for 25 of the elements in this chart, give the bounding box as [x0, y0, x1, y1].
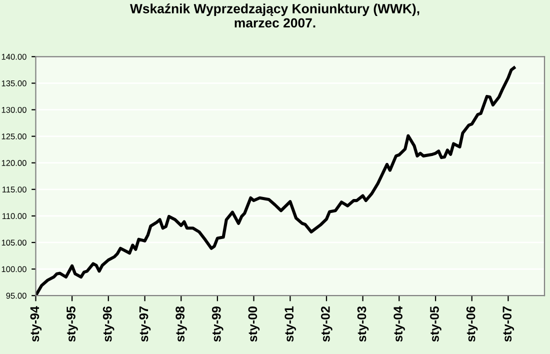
- y-tick-label: 110.00: [2, 213, 26, 220]
- y-tick-label: 125.00: [2, 133, 26, 140]
- x-tick-label: sty-98: [176, 306, 187, 342]
- x-tick-label: sty-99: [212, 306, 224, 342]
- x-tick-label: sty-94: [30, 306, 42, 342]
- x-tick-label: sty-00: [248, 306, 260, 342]
- x-tick-label: sty-02: [320, 306, 332, 342]
- x-tick-label: sty-01: [284, 306, 296, 342]
- x-tick-label: sty-05: [430, 306, 442, 342]
- x-tick-label: sty-07: [502, 306, 514, 342]
- y-tick-label: 120.00: [2, 160, 26, 166]
- y-tick-label: 105.00: [2, 240, 26, 246]
- y-tick-label: 95.00: [6, 292, 26, 299]
- chart-title: Wskaźnik Wyprzedzający Koniunktury (WWK), marzec 2007.: [130, 4, 420, 28]
- y-tick-label: 135.00: [2, 80, 26, 86]
- x-tick-label: sty-04: [394, 306, 405, 342]
- x-tick-label: sty-03: [357, 306, 369, 342]
- x-tick-label: sty-96: [102, 306, 114, 342]
- x-tick-label: sty-06: [466, 306, 478, 342]
- y-tick-label: 140.00: [2, 54, 26, 60]
- y-tick-label: 100.00: [2, 266, 26, 272]
- x-tick-label: sty-95: [66, 306, 78, 342]
- y-tick-label: 115.00: [2, 186, 26, 192]
- x-tick-label: sty-97: [139, 306, 151, 342]
- y-tick-label: 130.00: [2, 106, 26, 113]
